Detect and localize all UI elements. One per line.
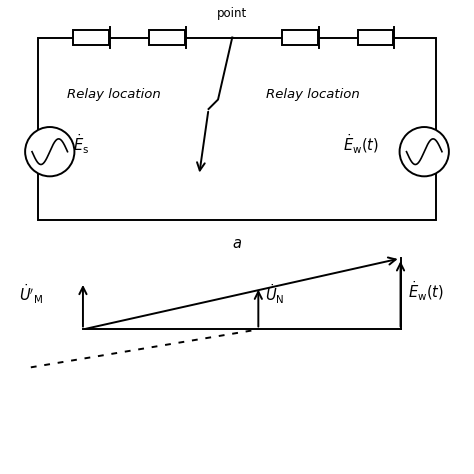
Text: $\dot{E}_\mathrm{w}(t)$: $\dot{E}_\mathrm{w}(t)$ xyxy=(408,280,444,303)
Bar xyxy=(358,30,393,45)
Bar xyxy=(282,30,318,45)
Text: $\dot{U}'_\mathrm{M}$: $\dot{U}'_\mathrm{M}$ xyxy=(19,282,43,306)
Bar xyxy=(149,30,185,45)
Text: $\dot{E}_\mathrm{s}$: $\dot{E}_\mathrm{s}$ xyxy=(73,133,90,156)
Bar xyxy=(73,30,109,45)
Text: Relay location: Relay location xyxy=(67,88,161,101)
Text: Relay location: Relay location xyxy=(266,88,360,101)
Text: a: a xyxy=(233,236,241,251)
Text: $\dot{E}_\mathrm{w}(t)$: $\dot{E}_\mathrm{w}(t)$ xyxy=(343,133,379,156)
Circle shape xyxy=(400,127,449,176)
Text: point: point xyxy=(217,7,247,20)
Text: $\dot{U}_\mathrm{N}$: $\dot{U}_\mathrm{N}$ xyxy=(265,282,285,306)
Circle shape xyxy=(25,127,74,176)
Bar xyxy=(38,38,436,220)
